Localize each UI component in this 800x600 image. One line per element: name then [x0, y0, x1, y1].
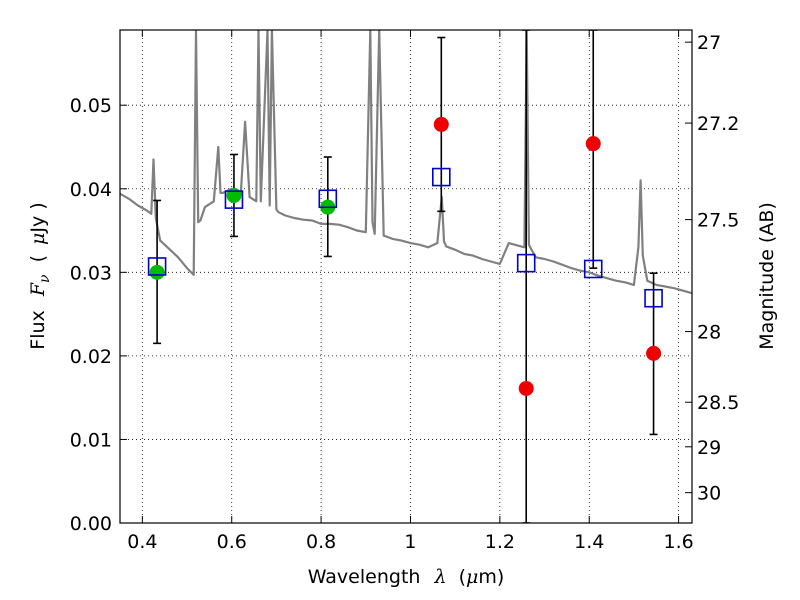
x-axis-title: Wavelength λ (μm) — [308, 566, 505, 588]
y-tick-label: 0.03 — [70, 262, 112, 284]
x-axis-unit-open: ( — [459, 566, 466, 588]
model-blue-point — [583, 259, 603, 279]
y2-tick-label: 28.5 — [697, 392, 739, 414]
x-tick-label: 0.8 — [306, 531, 336, 553]
y2-tick-label: 27.2 — [697, 113, 739, 135]
errorbar-layer — [153, 30, 658, 523]
y2-tick-label: 27 — [697, 32, 721, 54]
model-blue-point — [147, 257, 167, 276]
y-tick-label: 0.05 — [70, 95, 112, 117]
y-axis-label: Flux — [27, 310, 49, 350]
x-axis-unit-mu: μ — [466, 566, 478, 588]
ticks-layer: 0.4 0.6 0.8 1 1.2 1.4 1.6 0.00 0.01 0.02 0.03 0.04 0… — [70, 30, 739, 553]
x-tick-label: 0.4 — [127, 531, 157, 553]
y-axis-title: Flux Fν ( μJy ) — [27, 202, 54, 349]
y-tick-label: 0.02 — [70, 346, 112, 368]
observed-red-point — [585, 136, 601, 152]
y2-tick-label: 27.5 — [697, 210, 739, 232]
y-tick-label: 0.00 — [70, 513, 112, 535]
y-tick-label: 0.01 — [70, 429, 112, 451]
marker-layer — [147, 116, 663, 396]
x-tick-label: 1.4 — [574, 531, 604, 553]
y-axis-unit-open: ( — [27, 255, 49, 262]
model-blue-point — [644, 288, 663, 308]
plot-frame — [119, 29, 693, 524]
y-tick-label: 0.04 — [70, 179, 112, 201]
observed-red-point — [646, 345, 662, 361]
model-blue-point — [432, 167, 451, 187]
x-tick-label: 1.2 — [485, 531, 515, 553]
x-tick-label: 1 — [404, 531, 416, 553]
x-tick-label: 1.6 — [663, 531, 693, 553]
grid — [120, 30, 692, 523]
observed-green-point — [149, 264, 165, 280]
x-tick-label: 0.6 — [217, 531, 247, 553]
observed-red-point — [518, 380, 534, 396]
model-blue-point — [224, 190, 244, 209]
model-blue-point — [516, 253, 536, 273]
y-axis-subscript: ν — [37, 274, 53, 283]
y2-tick-label: 28 — [697, 322, 721, 344]
spectrum-layer — [120, 30, 692, 295]
y-axis-unit-rest: Jy ) — [27, 202, 49, 233]
observed-green-point — [226, 187, 242, 203]
y2-tick-label: 29 — [697, 437, 721, 459]
y2-axis-title: Magnitude (AB) — [756, 202, 778, 350]
x-axis-symbol: λ — [433, 566, 446, 588]
y-axis-symbol: F — [27, 282, 49, 297]
observed-red-point — [433, 116, 449, 132]
y2-tick-label: 30 — [697, 483, 721, 505]
x-axis-unit-rest: m) — [478, 566, 504, 588]
model-blue-point — [318, 189, 338, 209]
x-axis-label: Wavelength — [308, 566, 421, 588]
template-spectrum-line — [120, 30, 692, 295]
y-axis-unit-mu: μ — [27, 233, 49, 245]
